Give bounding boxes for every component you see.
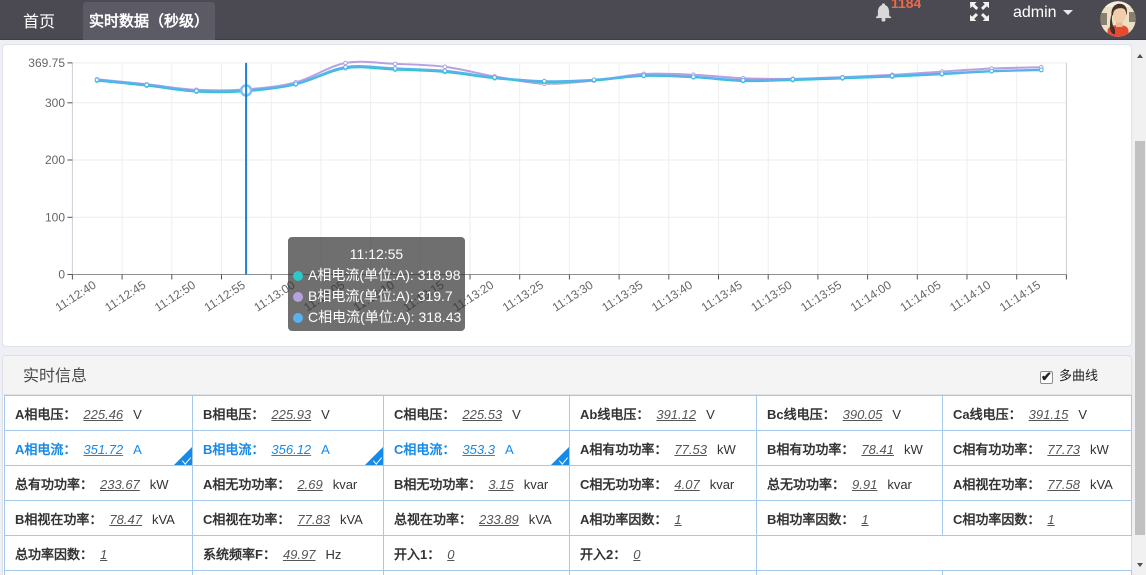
svg-text:11:12:50: 11:12:50 — [152, 278, 198, 315]
svg-text:11:13:50: 11:13:50 — [748, 278, 794, 315]
svg-text:11:12:40: 11:12:40 — [53, 278, 99, 315]
svg-text:11:13:45: 11:13:45 — [699, 278, 745, 315]
svg-text:11:14:00: 11:14:00 — [848, 278, 894, 315]
svg-text:11:13:55: 11:13:55 — [798, 278, 844, 315]
svg-text:11:13:30: 11:13:30 — [550, 278, 596, 315]
svg-text:100: 100 — [45, 210, 65, 224]
svg-text:369.75: 369.75 — [28, 56, 65, 70]
svg-text:11:13:40: 11:13:40 — [649, 278, 695, 315]
svg-text:11:14:15: 11:14:15 — [997, 278, 1043, 315]
svg-text:0: 0 — [58, 268, 65, 282]
svg-text:11:12:55: 11:12:55 — [202, 278, 248, 315]
svg-text:11:13:25: 11:13:25 — [500, 278, 546, 315]
svg-text:11:14:10: 11:14:10 — [947, 278, 993, 315]
svg-text:300: 300 — [45, 96, 65, 110]
svg-text:200: 200 — [45, 153, 65, 167]
svg-text:11:13:35: 11:13:35 — [599, 278, 645, 315]
svg-text:11:14:05: 11:14:05 — [897, 278, 943, 315]
svg-text:11:12:45: 11:12:45 — [102, 278, 148, 315]
